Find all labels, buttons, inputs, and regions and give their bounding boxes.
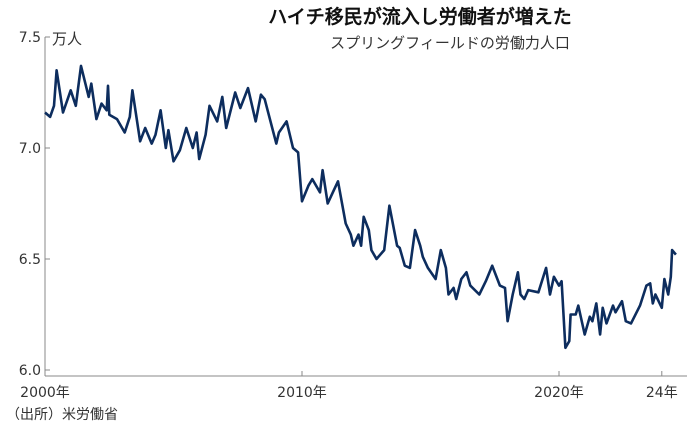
x-tick-label: 2020年: [534, 385, 584, 401]
series-line: [44, 64, 677, 350]
x-tick-label: 24年: [646, 385, 678, 401]
chart-title: ハイチ移民が流入し労働者が増えた: [268, 6, 572, 28]
y-tick-label: 7.0: [19, 141, 41, 157]
y-axis-unit: 万人: [52, 30, 82, 48]
chart-subtitle: スプリングフィールドの労働力人口: [330, 34, 570, 52]
y-tick-label: 6.5: [19, 252, 41, 268]
y-tick-label: 6.0: [19, 363, 41, 379]
source-note: （出所）米労働省: [6, 407, 118, 423]
y-tick-label: 7.5: [19, 30, 41, 46]
x-tick-label: 2000年: [20, 385, 70, 401]
x-tick-label: 2010年: [277, 385, 327, 401]
